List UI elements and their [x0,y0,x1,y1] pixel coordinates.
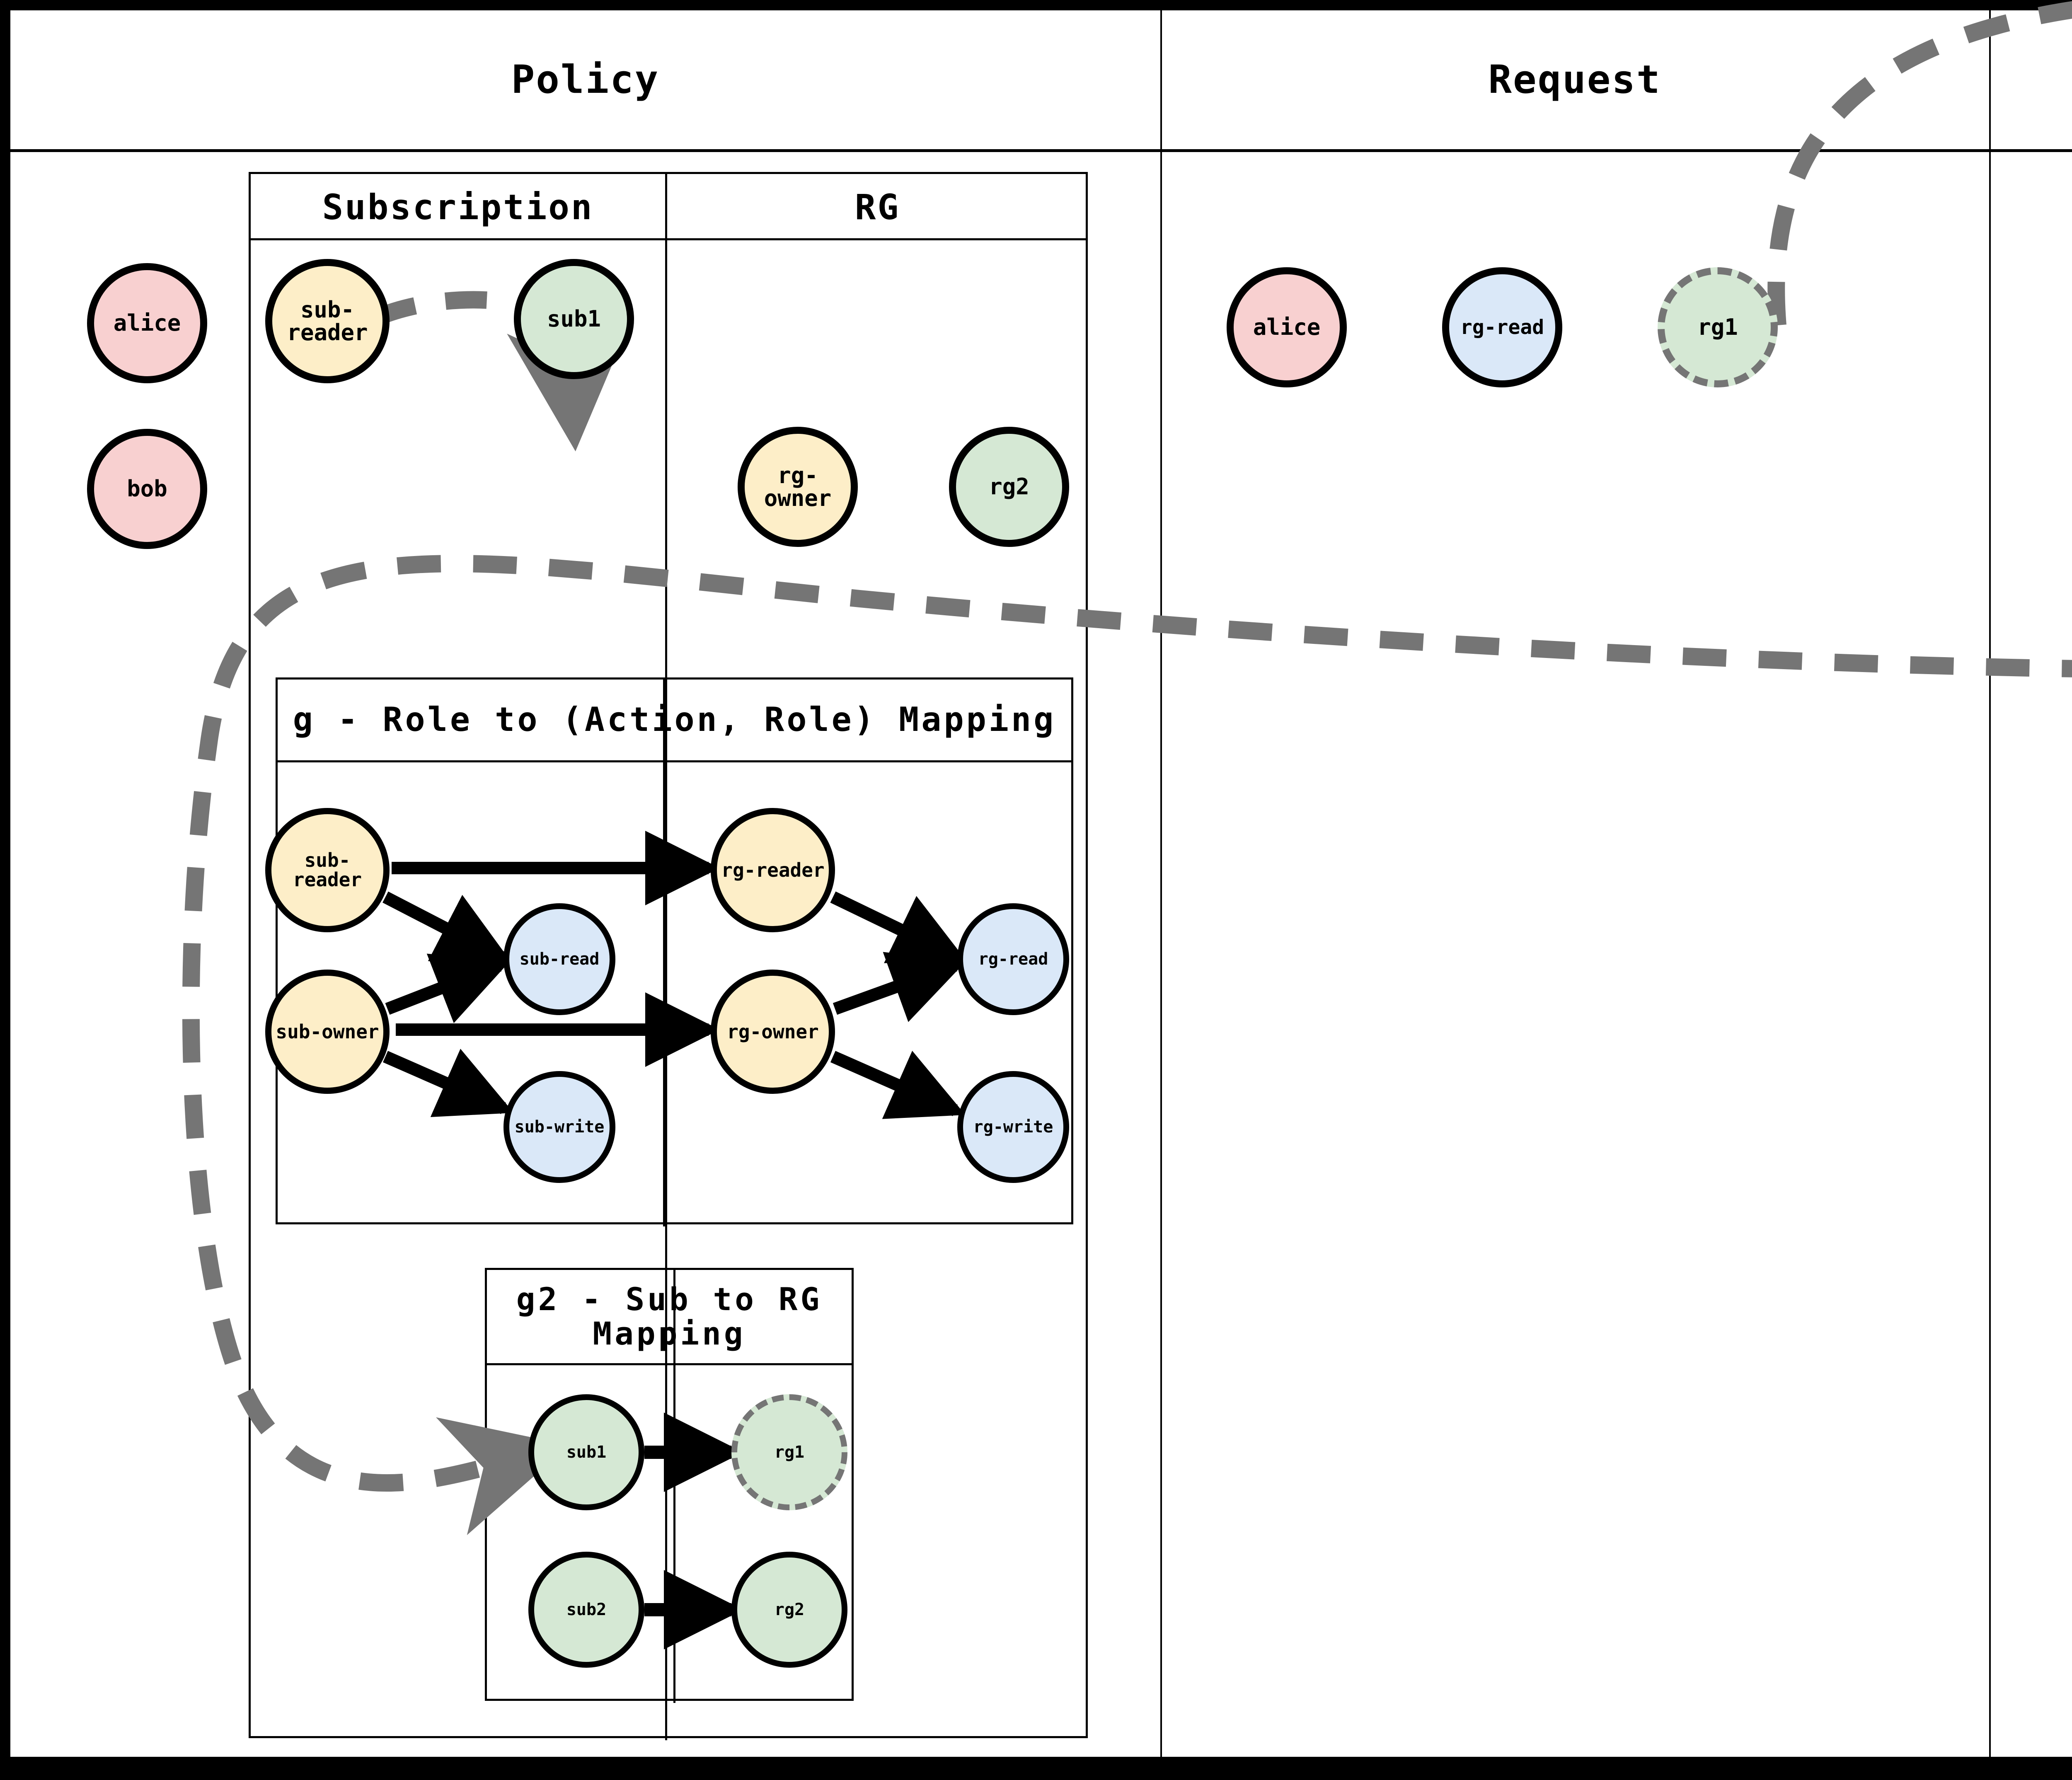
node-label: rg1 [774,1442,805,1462]
g-mapping-column-divider [663,680,665,1226]
panel-title-request: Request [1488,57,1661,102]
flow-matching-sub1-to-policy-g2-sub1 [182,555,2072,1535]
g2-node-rg2[interactable]: rg2 [731,1552,847,1668]
node-label: sub-read [519,949,600,969]
g-node-sub-read[interactable]: sub-read [503,903,615,1015]
annotation-flow-layer [182,1,2072,1535]
node-label: bob [127,476,167,502]
panel-divider-policy-request [1160,10,1162,1757]
policy-node-sub-reader[interactable]: sub-reader [265,259,390,383]
node-label: sub1 [547,306,601,332]
node-label: sub-reader [293,849,362,891]
g2-node-rg1[interactable]: rg1 [731,1394,847,1510]
g-node-rg-read[interactable]: rg-read [957,903,1069,1015]
panel-header-rule [10,149,2072,152]
request-node-rg1[interactable]: rg1 [1658,267,1778,387]
g-mapping-edge-layer [382,831,968,1119]
edge-rgowner-rgread [833,952,966,1022]
node-label: rg-reader [721,859,825,881]
policy-table-header-rule [251,238,1086,240]
g2-mapping-edge-layer [644,1412,743,1649]
policy-node-rg2[interactable]: rg2 [949,427,1069,547]
policy-user-alice[interactable]: alice [87,263,207,383]
g-mapping-box: g - Role to (Action, Role) Mapping [276,677,1073,1226]
node-label: sub-reader [287,296,368,346]
edge-subreader-subread [382,891,511,963]
policy-column-header-rg: RG [854,186,900,227]
policy-node-sub1[interactable]: sub1 [514,259,634,379]
g2-node-sub1[interactable]: sub1 [528,1394,644,1510]
edge-rgreader-rgread [830,891,968,963]
node-label: rg-read [978,949,1048,969]
node-label: alice [1253,314,1321,341]
g-node-sub-owner[interactable]: sub-owner [265,970,390,1094]
edge-rgowner-rgwrite [830,1050,966,1119]
policy-table-column-divider [665,174,667,1740]
g2-mapping-title: g2 - Sub to RG Mapping [487,1270,852,1365]
g-node-sub-reader[interactable]: sub-reader [265,808,390,932]
g-mapping-title: g - Role to (Action, Role) Mapping [278,680,1071,762]
g2-node-sub2[interactable]: sub2 [528,1552,644,1668]
policy-table-header-row: Subscription RG [251,174,1086,240]
node-label: rg1 [1697,314,1738,341]
node-label: sub1 [566,1442,607,1462]
node-label: sub-write [514,1117,605,1137]
g-node-rg-write[interactable]: rg-write [957,1071,1069,1183]
policy-node-rg-owner[interactable]: rg-owner [738,427,858,547]
node-label: rg2 [989,474,1029,500]
node-label: sub-owner [276,1020,379,1043]
node-label: rg-owner [764,462,832,511]
request-node-rg-read[interactable]: rg-read [1442,267,1562,387]
policy-user-bob[interactable]: bob [87,429,207,549]
policy-column-header-subscription: Subscription [322,186,594,227]
node-label: rg-read [1460,315,1544,339]
policy-table: Subscription RG [249,172,1088,1740]
g-node-rg-reader[interactable]: rg-reader [711,808,835,932]
diagram-inner: Policy Request Matching alice bob Subscr… [10,1,2072,1757]
edge-subowner-subwrite [382,1049,514,1117]
panel-title-policy: Policy [511,57,660,102]
node-label: alice [113,310,181,336]
g-node-rg-owner[interactable]: rg-owner [711,970,835,1094]
node-label: rg-owner [727,1020,819,1043]
flow-policy-subreader-to-sub1 [317,291,629,452]
panel-divider-request-matching [1989,10,1991,1757]
flow-request-rg1-to-matching-rg1 [1767,1,2072,326]
g-node-sub-write[interactable]: sub-write [503,1071,615,1183]
node-label: rg-write [973,1117,1053,1137]
edge-subowner-subread [385,953,510,1023]
request-node-alice[interactable]: alice [1227,267,1347,387]
node-label: sub2 [566,1600,607,1619]
node-label: rg2 [774,1600,805,1619]
